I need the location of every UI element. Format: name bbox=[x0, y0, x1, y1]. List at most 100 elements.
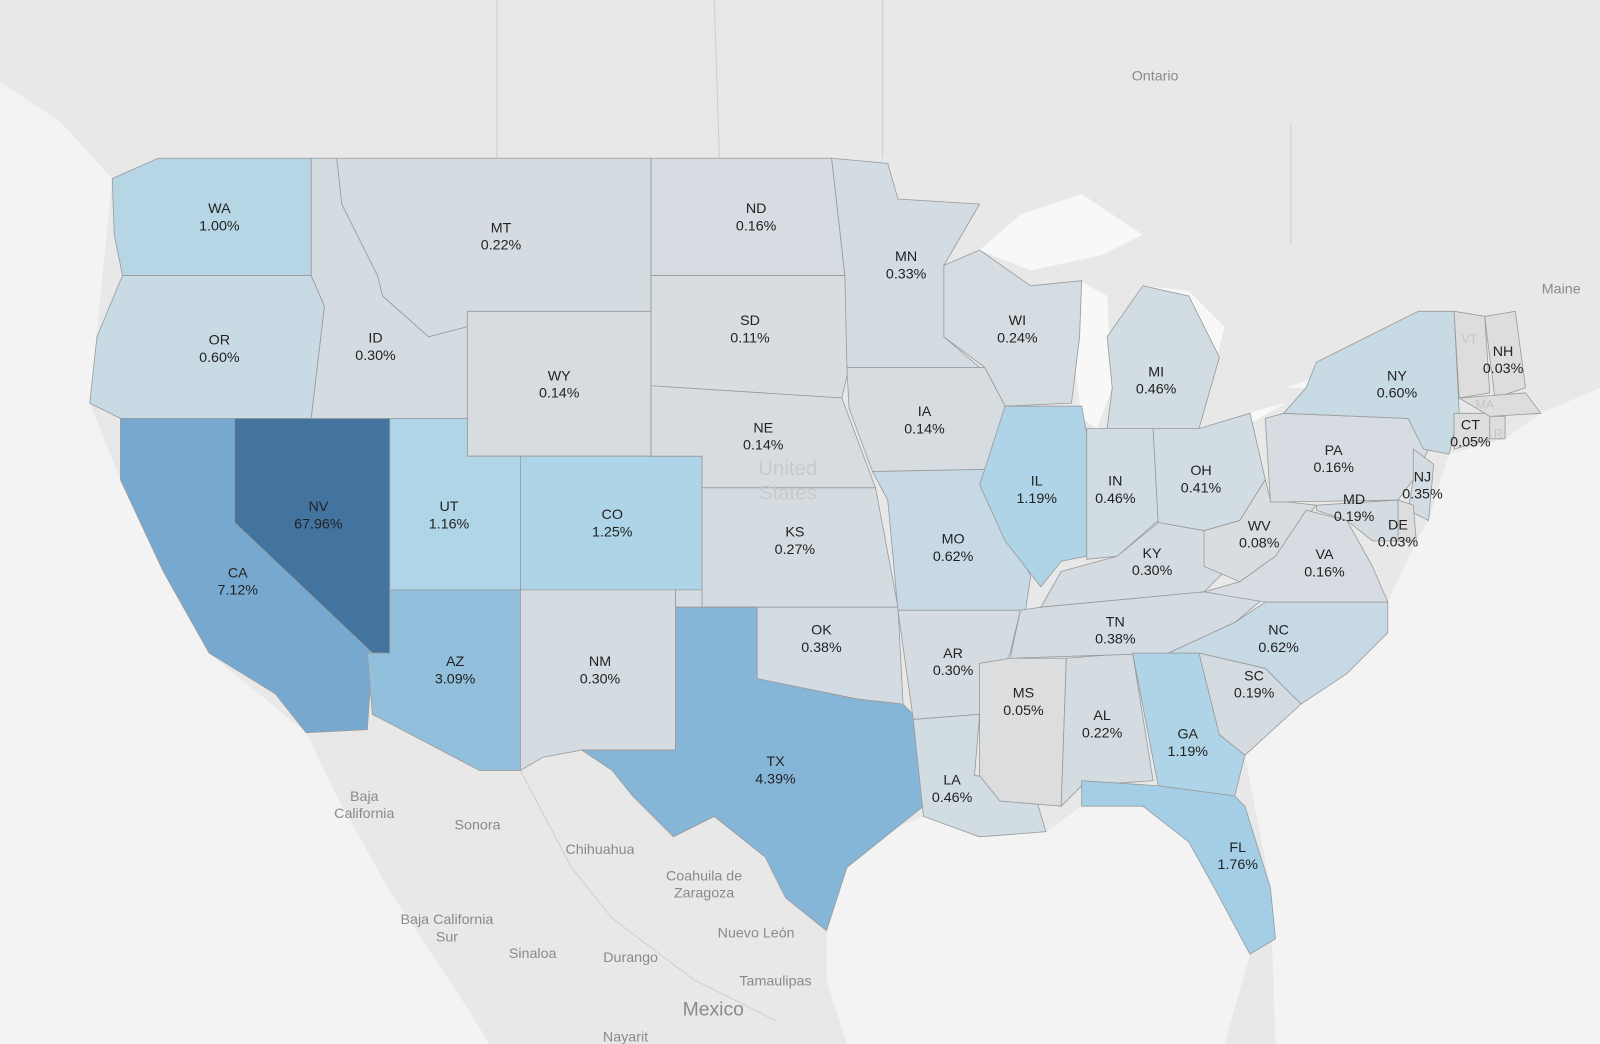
state-value: 0.14% bbox=[904, 421, 945, 437]
state-region bbox=[1457, 392, 1542, 417]
state-value: 1.19% bbox=[1168, 744, 1209, 760]
place-label: Coahuila de bbox=[666, 868, 742, 884]
state-code: AL bbox=[1093, 708, 1111, 724]
pacific-ocean bbox=[0, 81, 490, 1044]
state-code: MI bbox=[1148, 364, 1164, 380]
place-label: California bbox=[334, 806, 394, 822]
gulf-of-mexico bbox=[826, 806, 1250, 1044]
place-label: Tamaulipas bbox=[739, 973, 811, 989]
state-region bbox=[1106, 285, 1220, 430]
state-value: 0.03% bbox=[1483, 361, 1524, 377]
state-value: 1.19% bbox=[1017, 491, 1058, 507]
state-value: 3.09% bbox=[435, 671, 476, 687]
state-value: 0.30% bbox=[580, 671, 621, 687]
place-label: Baja California bbox=[401, 912, 494, 928]
state-region bbox=[1407, 448, 1435, 522]
state-code: AR bbox=[943, 646, 963, 662]
states bbox=[89, 157, 1542, 955]
state-value: 1.16% bbox=[429, 516, 470, 532]
state-code: TN bbox=[1106, 614, 1125, 630]
state-value: 4.39% bbox=[755, 771, 796, 787]
state-code: IA bbox=[918, 404, 932, 420]
state-value: 0.11% bbox=[730, 331, 770, 347]
state-value: 0.27% bbox=[775, 542, 816, 558]
state-value: 0.60% bbox=[1377, 386, 1418, 402]
state-code: WV bbox=[1248, 518, 1271, 534]
state-region bbox=[979, 657, 1067, 807]
state-code: WY bbox=[548, 368, 571, 384]
state-value: 0.16% bbox=[736, 218, 777, 234]
state-value: 0.30% bbox=[1132, 563, 1173, 579]
state-value: 0.22% bbox=[481, 238, 522, 254]
state-code: ND bbox=[746, 201, 767, 217]
state-code: OR bbox=[209, 333, 230, 349]
state-code: NY bbox=[1387, 368, 1407, 384]
state-region bbox=[912, 713, 1047, 838]
state-value: 0.19% bbox=[1234, 686, 1275, 702]
state-code: NV bbox=[308, 499, 328, 515]
state-code: ID bbox=[368, 331, 382, 347]
state-code: LA bbox=[943, 772, 961, 788]
place-label: Nuevo León bbox=[718, 926, 795, 942]
state-code: KY bbox=[1143, 546, 1163, 562]
state-region bbox=[1081, 780, 1276, 955]
state-code: AZ bbox=[446, 654, 465, 670]
place-label: Chihuahua bbox=[565, 842, 634, 858]
state-code: NC bbox=[1268, 622, 1289, 638]
place-label: Baja bbox=[350, 789, 379, 805]
state-code: NH bbox=[1493, 344, 1514, 360]
state-value: 0.46% bbox=[1136, 382, 1177, 398]
state-code: FL bbox=[1229, 840, 1246, 856]
lake bbox=[979, 193, 1143, 271]
state-code: IN bbox=[1108, 473, 1122, 489]
state-value: 0.16% bbox=[1304, 564, 1345, 580]
place-label: States bbox=[759, 482, 817, 504]
state-code: VA bbox=[1315, 547, 1333, 563]
state-code: MS bbox=[1013, 686, 1034, 702]
state-code: VT bbox=[1462, 332, 1478, 346]
place-label: United bbox=[758, 458, 817, 480]
borders bbox=[496, 0, 1292, 1021]
place-label: Zaragoza bbox=[674, 886, 734, 902]
place-label: Maine bbox=[1542, 282, 1581, 298]
state-value: 67.96% bbox=[294, 516, 343, 532]
state-code: CT bbox=[1461, 417, 1480, 433]
state-code: NJ bbox=[1414, 469, 1431, 485]
place-label: Sonora bbox=[455, 817, 501, 833]
state-code: NE bbox=[753, 420, 773, 436]
state-value: 0.60% bbox=[199, 350, 240, 366]
atlantic-ocean bbox=[1244, 387, 1600, 1044]
state-code: UT bbox=[439, 499, 458, 515]
state-code: GA bbox=[1177, 727, 1198, 743]
place-label: Nayarit bbox=[603, 1030, 648, 1044]
state-region bbox=[1484, 310, 1526, 399]
place-label: Ontario bbox=[1132, 68, 1179, 84]
state-region bbox=[1489, 415, 1506, 440]
state-value: 0.38% bbox=[1095, 632, 1136, 648]
state-code: TX bbox=[766, 754, 785, 770]
state-code: CO bbox=[602, 507, 623, 523]
state-value: 0.19% bbox=[1334, 509, 1375, 525]
state-region bbox=[1453, 310, 1491, 399]
state-code: KS bbox=[785, 524, 804, 540]
state-value: 0.62% bbox=[933, 549, 974, 565]
state-value: 0.33% bbox=[886, 266, 927, 282]
state-value: 0.03% bbox=[1378, 535, 1419, 551]
state-region bbox=[1009, 591, 1267, 659]
state-code: PA bbox=[1325, 443, 1343, 459]
state-value: 0.24% bbox=[997, 331, 1038, 347]
state-value: 1.76% bbox=[1218, 857, 1259, 873]
state-value: 0.14% bbox=[539, 386, 580, 402]
state-code: RI bbox=[1494, 427, 1506, 441]
state-code: WA bbox=[208, 201, 231, 217]
state-code: CA bbox=[228, 565, 248, 581]
state-value: 0.05% bbox=[1450, 435, 1491, 451]
state-code: MA bbox=[1476, 397, 1495, 411]
state-value: 1.25% bbox=[592, 524, 633, 540]
state-region bbox=[580, 606, 924, 932]
state-region bbox=[650, 275, 850, 399]
state-value: 7.12% bbox=[218, 583, 259, 599]
state-value: 0.62% bbox=[1258, 640, 1299, 656]
state-value: 0.30% bbox=[933, 663, 974, 679]
